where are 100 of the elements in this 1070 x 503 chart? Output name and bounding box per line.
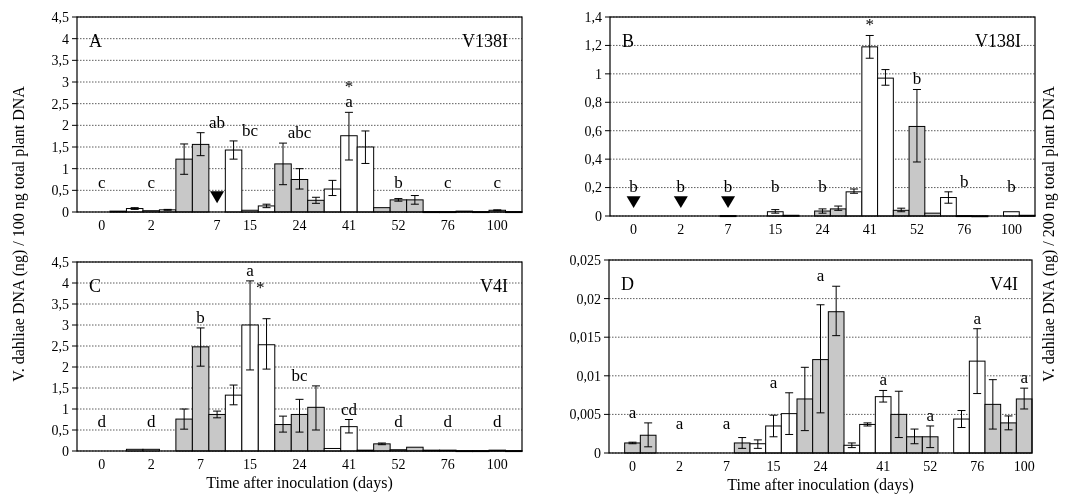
x-tick-label: 15: [243, 218, 258, 233]
annotation: b: [196, 307, 205, 327]
y-tick-label: 2,5: [51, 96, 69, 112]
y-tick-label: 3: [62, 317, 69, 333]
x-tick-label: 15: [768, 222, 783, 237]
annotation: b: [771, 177, 780, 196]
x-tick-label: 41: [341, 218, 356, 233]
y-tick-label: 0,005: [569, 407, 601, 423]
x-tick-label: 24: [292, 218, 307, 233]
y-tick-label: 1: [62, 401, 69, 417]
annotation: B: [622, 31, 635, 51]
y-tick-label: 1,5: [51, 380, 69, 396]
annotation: a: [769, 372, 778, 392]
annotation: d: [97, 412, 107, 431]
annotation: bc: [291, 365, 308, 385]
annotation: a: [246, 260, 255, 280]
annotation: b: [629, 177, 638, 196]
y-tick-label: 0,6: [584, 123, 602, 139]
annotation: a: [628, 402, 637, 422]
x-tick-label: 2: [147, 218, 155, 233]
annotation: a: [1020, 368, 1029, 388]
y-tick-label: 1: [62, 161, 69, 177]
x-tick-label: 0: [98, 457, 106, 472]
x-tick-label: 7: [197, 457, 205, 472]
x-tick-label: 24: [813, 459, 828, 474]
y-tick-label: 1,5: [51, 139, 69, 155]
annotation: A: [89, 31, 102, 51]
annotation: d: [443, 412, 453, 431]
annotation: V138I: [462, 31, 508, 51]
annotation: a: [879, 370, 888, 390]
x-tick-label: 7: [213, 218, 221, 233]
x-tick-label: 2: [676, 459, 683, 474]
annotation: b: [959, 171, 969, 191]
y-tick-label: 0,4: [584, 152, 602, 168]
x-axis-title: Time after inoculation (days): [206, 474, 393, 492]
annotation: D: [621, 274, 634, 294]
annotation: C: [89, 276, 102, 296]
x-tick-label: 0: [630, 222, 638, 237]
y-tick-label: 0,01: [576, 368, 601, 384]
x-tick-label: 76: [957, 222, 972, 237]
x-tick-label: 76: [440, 218, 455, 233]
annotation: V4I: [990, 274, 1018, 294]
annotation: b: [676, 177, 686, 196]
annotation: c: [147, 173, 156, 192]
y-tick-label: 3,5: [51, 296, 69, 312]
y-tick-label: 0,015: [569, 330, 601, 346]
x-axis-title: Time after inoculation (days): [727, 476, 914, 494]
x-tick-label: 100: [1013, 459, 1035, 474]
annotation: ab: [209, 112, 226, 132]
y-tick-label: 1,2: [584, 38, 602, 54]
x-tick-label: 0: [98, 218, 106, 233]
annotation: b: [723, 177, 733, 196]
annotation: d: [394, 412, 404, 431]
annotation: c: [444, 173, 453, 192]
x-tick-label: 0: [629, 459, 636, 474]
annotation: bc: [242, 120, 259, 140]
annotation: b: [818, 177, 827, 196]
annotation: *: [256, 277, 265, 297]
y-tick-label: 0: [62, 204, 69, 220]
x-tick-label: 24: [815, 222, 830, 237]
x-tick-label: 52: [909, 222, 924, 237]
y-tick-label: 2: [62, 118, 69, 134]
annotation: cd: [340, 399, 358, 419]
y-tick-label: 1: [595, 66, 602, 82]
y-tick-label: 4: [62, 275, 69, 291]
annotation: *: [865, 15, 874, 35]
y-tick-label: 3,5: [51, 53, 69, 69]
annotation: a: [816, 266, 825, 286]
y-tick-label: 4,5: [51, 9, 69, 25]
y-axis-title: V. dahliae DNA (ng) / 100 ng total plant DNA: [10, 85, 28, 382]
y-tick-label: 0,025: [569, 252, 601, 268]
y-tick-label: 0: [62, 443, 69, 459]
y-axis-title: V. dahliae DNA (ng) / 200 ng total plant DNA: [1040, 85, 1058, 382]
annotation: b: [912, 69, 922, 89]
x-tick-label: 41: [862, 222, 877, 237]
x-tick-label: 7: [724, 222, 732, 237]
x-tick-label: 52: [923, 459, 938, 474]
x-tick-label: 2: [677, 222, 685, 237]
x-tick-label: 24: [292, 457, 307, 472]
annotation: b: [1007, 177, 1016, 196]
annotation: c: [493, 173, 502, 192]
annotation: V4I: [480, 276, 508, 296]
y-tick-label: 2: [62, 359, 69, 375]
annotation: a: [973, 308, 982, 328]
y-tick-label: 0: [594, 445, 601, 461]
y-tick-label: 4,5: [51, 254, 69, 270]
y-tick-label: 0,02: [576, 291, 601, 307]
x-tick-label: 15: [243, 457, 258, 472]
x-tick-label: 100: [486, 218, 508, 233]
x-tick-label: 52: [391, 457, 406, 472]
y-tick-label: 0,5: [51, 183, 69, 199]
annotation: V138I: [975, 31, 1021, 51]
annotation: c: [97, 173, 106, 192]
x-tick-label: 41: [876, 459, 891, 474]
x-tick-label: 52: [391, 218, 406, 233]
y-tick-label: 2,5: [51, 338, 69, 354]
x-tick-label: 76: [440, 457, 455, 472]
x-tick-label: 15: [766, 459, 781, 474]
x-tick-label: 76: [970, 459, 985, 474]
annotation: d: [146, 412, 156, 431]
